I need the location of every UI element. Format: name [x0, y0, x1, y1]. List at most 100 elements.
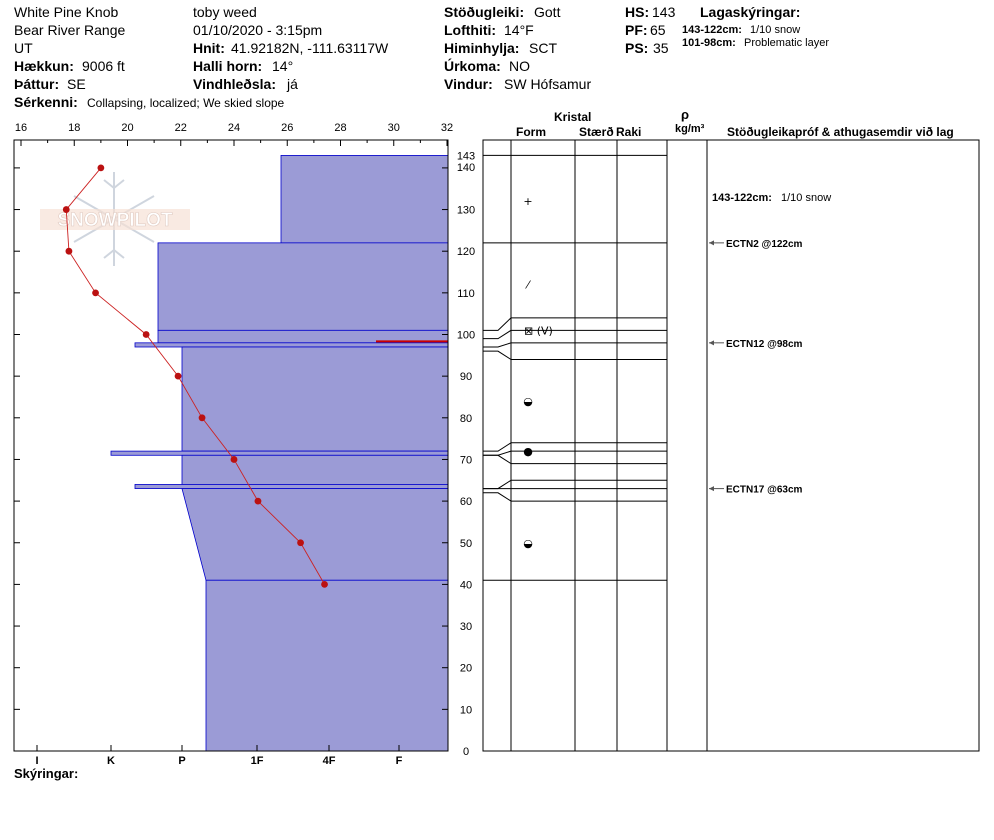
- depth-tick-label: 80: [460, 413, 472, 425]
- temperature-tick-label: 26: [281, 122, 293, 134]
- stability-tests: ECTN2 @122cm ECTN12 @98cm ECTN17 @63cm: [709, 239, 803, 496]
- depth-tick-label: 60: [460, 496, 472, 508]
- depth-tick-label: 0: [463, 746, 469, 758]
- rho-header: ρ: [681, 107, 690, 122]
- coords-value: 41.92182N, -111.63117W: [231, 40, 389, 56]
- profile-plot-frame: [13, 139, 449, 752]
- layer-connector: [483, 492, 512, 502]
- depth-tick-label: 20: [460, 663, 472, 675]
- layer-notes-label: Lagaskýringar:: [700, 4, 801, 20]
- observation-datetime: 01/10/2020 - 3:15pm: [193, 22, 323, 38]
- temperature-point: [97, 164, 105, 172]
- elevation-label: Hækkun:: [14, 58, 74, 74]
- temperature-point: [198, 414, 206, 422]
- layer-connector: [483, 479, 512, 490]
- depth-tick-label: 10: [460, 704, 472, 716]
- layer-connector: [483, 317, 512, 331]
- wind-loading-value: já: [287, 76, 298, 92]
- temperature-tick-label: 16: [15, 122, 27, 134]
- temperature-tick-label: 28: [334, 122, 346, 134]
- layer-connector: [483, 329, 512, 340]
- depth-tick-label: 140: [457, 162, 475, 174]
- density-unit-header: kg/m³: [675, 123, 705, 135]
- elevation-value: 9006 ft: [82, 58, 125, 74]
- hardness-tick-label: K: [107, 755, 115, 767]
- size-header: Stærð: [579, 125, 614, 139]
- temperature-point: [174, 372, 182, 380]
- precip-value: NO: [509, 58, 530, 74]
- depth-tick-label: 70: [460, 454, 472, 466]
- snowpilot-watermark: SNOWPILOT: [40, 172, 190, 266]
- layer-boundaries: [483, 154, 667, 581]
- hardness-layer: [205, 579, 449, 752]
- depth-tick-label: 100: [457, 330, 475, 342]
- grain-form-symbol: ◒: [523, 537, 533, 550]
- temperature-tick-label: 18: [68, 122, 80, 134]
- sky-value: SCT: [529, 40, 557, 56]
- grain-form-symbol: +: [523, 195, 532, 208]
- ps-value: 35: [653, 40, 669, 56]
- layer-connector: [483, 450, 512, 456]
- pf-value: 65: [650, 22, 666, 38]
- left-depth-ticks: [14, 167, 448, 752]
- observer-name: toby weed: [193, 4, 257, 20]
- location-name: White Pine Knob: [14, 4, 119, 20]
- layer-comments: 143-122cm: 1/10 snow: [712, 192, 831, 204]
- notes-label: Skýringar:: [14, 766, 79, 781]
- pf-label: PF:: [625, 22, 648, 38]
- aspect-label: Þáttur:: [14, 76, 60, 92]
- hardness-tick-label: 4F: [323, 755, 336, 767]
- temperature-point: [230, 456, 238, 463]
- features-value: Collapsing, localized; We skied slope: [87, 96, 285, 110]
- depth-tick-label: 30: [460, 621, 472, 633]
- layer-connector: [483, 342, 512, 348]
- temperature-point: [254, 497, 262, 505]
- depth-tick-label: 90: [460, 371, 472, 383]
- ps-label: PS:: [625, 40, 649, 56]
- airtemp-label: Lofthiti:: [444, 22, 497, 38]
- test-arrow-head: [709, 340, 714, 346]
- depth-tick-label: 50: [460, 538, 472, 550]
- stability-test-label: ECTN17 @63cm: [726, 485, 803, 496]
- temperature-tick-label: 32: [441, 122, 453, 134]
- hardness-layer: [181, 454, 449, 485]
- depth-tick-label: 130: [457, 205, 475, 217]
- hardness-layer: [157, 242, 449, 331]
- layer-connector: [483, 442, 512, 452]
- wind-value: SW Hófsamur: [504, 76, 592, 92]
- test-arrow-head: [709, 240, 714, 246]
- range-name: Bear River Range: [14, 22, 126, 38]
- features-label: Sérkenni:: [14, 94, 78, 110]
- watermark-text: SNOWPILOT: [57, 210, 172, 231]
- depth-tick-label: 120: [457, 246, 475, 258]
- temperature-tick-label: 20: [121, 122, 133, 134]
- stability-label: Stöðugleiki:: [444, 4, 525, 20]
- hardness-axis: I K P 1F 4F F: [35, 745, 403, 767]
- temperature-point: [142, 331, 150, 338]
- hardness-layer: [181, 346, 449, 452]
- layer-table-frame: [482, 139, 980, 752]
- stability-test-label: ECTN12 @98cm: [726, 339, 803, 350]
- moisture-header: Raki: [616, 125, 642, 139]
- depth-tick-label: 40: [460, 579, 472, 591]
- temperature-tick-label: 22: [175, 122, 187, 134]
- temperature-point: [297, 539, 304, 547]
- layer-connector: [483, 454, 512, 465]
- grain-forms: + ⁄ ⊠ (V) ◒ ● ◒: [523, 195, 553, 550]
- layer-comment-text: 1/10 snow: [781, 192, 831, 204]
- temperature-point: [62, 206, 70, 213]
- temperature-point: [321, 581, 328, 588]
- crystal-header: Kristal: [554, 110, 592, 124]
- layer-note-text: Problematic layer: [744, 37, 829, 49]
- temperature-tick-label: 24: [228, 122, 240, 134]
- hardness-layer: [134, 484, 449, 490]
- slope-label: Halli horn:: [193, 58, 263, 74]
- temperature-point: [65, 247, 73, 255]
- test-arrow-head: [709, 486, 714, 492]
- hardness-tick-label: I: [35, 755, 38, 767]
- hardness-tick-label: F: [396, 755, 403, 767]
- layer-note-range: 143-122cm:: [682, 24, 742, 36]
- depth-tick-label: 143: [457, 150, 475, 162]
